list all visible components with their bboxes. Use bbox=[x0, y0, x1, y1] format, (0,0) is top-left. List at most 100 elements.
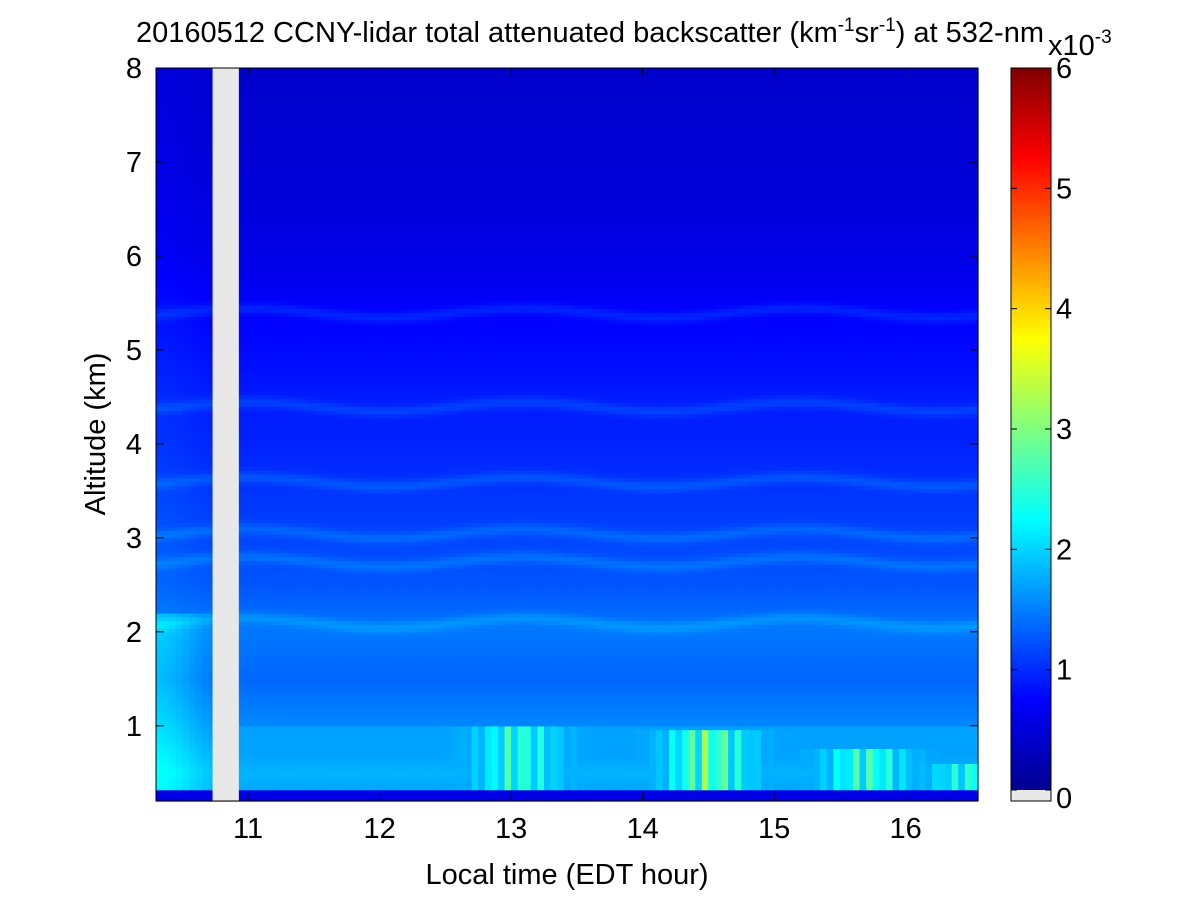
heatmap-cell bbox=[248, 169, 256, 174]
heatmap-cell bbox=[202, 124, 210, 129]
heatmap-cell bbox=[287, 556, 295, 562]
heatmap-cell bbox=[287, 470, 295, 475]
heatmap-cell bbox=[156, 534, 164, 539]
heatmap-cell bbox=[169, 485, 177, 490]
heatmap-cell bbox=[241, 233, 249, 238]
heatmap-cell bbox=[287, 71, 295, 77]
heatmap-cell bbox=[300, 534, 308, 539]
heatmap-cell bbox=[287, 485, 295, 490]
heatmap-cell bbox=[162, 586, 170, 592]
heatmap-cell bbox=[156, 714, 164, 719]
heatmap-cell bbox=[261, 101, 269, 107]
heatmap-cell bbox=[182, 613, 190, 618]
heatmap-cell bbox=[261, 537, 269, 543]
heatmap-cell bbox=[175, 248, 183, 253]
heatmap-cell bbox=[169, 207, 177, 212]
heatmap-cell bbox=[188, 545, 197, 550]
heatmap-cell bbox=[254, 492, 262, 498]
heatmap-cell bbox=[300, 759, 308, 765]
heatmap-cell bbox=[188, 71, 197, 77]
heatmap-cell bbox=[274, 207, 282, 212]
heatmap-cell bbox=[300, 192, 308, 197]
heatmap-cell bbox=[208, 616, 216, 622]
heatmap-cell bbox=[156, 560, 164, 565]
heatmap-cell bbox=[241, 680, 249, 686]
heatmap-cell bbox=[294, 263, 302, 268]
heatmap-cell bbox=[307, 225, 315, 231]
heatmap-cell bbox=[261, 586, 269, 592]
heatmap-cell bbox=[307, 680, 315, 686]
heatmap-cell bbox=[274, 714, 282, 719]
heatmap-cell bbox=[261, 522, 269, 528]
heatmap-cell bbox=[202, 500, 210, 505]
heatmap-cell bbox=[202, 782, 210, 787]
heatmap-cell bbox=[294, 327, 302, 332]
heatmap-cell bbox=[294, 169, 302, 174]
heatmap-cell bbox=[300, 616, 308, 622]
heatmap-cell bbox=[267, 327, 275, 332]
heatmap-cell bbox=[287, 387, 295, 392]
heatmap-cell bbox=[300, 507, 308, 513]
heatmap-cell bbox=[248, 560, 256, 565]
heatmap-cell bbox=[280, 684, 289, 689]
heatmap-cell bbox=[156, 635, 164, 640]
heatmap-cell bbox=[169, 564, 177, 569]
heatmap-cell bbox=[202, 128, 210, 133]
heatmap-cell bbox=[169, 304, 177, 310]
heatmap-cell bbox=[202, 146, 210, 152]
heatmap-cell bbox=[287, 654, 295, 659]
heatmap-cell bbox=[267, 774, 275, 780]
heatmap-cell bbox=[287, 714, 295, 719]
heatmap-cell bbox=[169, 676, 177, 682]
heatmap-cell bbox=[182, 308, 190, 313]
heatmap-cell bbox=[169, 240, 177, 246]
heatmap-cell bbox=[313, 349, 321, 355]
heatmap-cell bbox=[208, 432, 216, 437]
heatmap-cell bbox=[241, 767, 249, 772]
heatmap-cell bbox=[169, 691, 177, 697]
heatmap-cell bbox=[287, 177, 295, 182]
heatmap-cell bbox=[280, 560, 289, 565]
heatmap-cell bbox=[156, 244, 164, 250]
heatmap-cell bbox=[248, 545, 256, 550]
heatmap-cell bbox=[294, 489, 302, 494]
heatmap-cell bbox=[300, 620, 308, 625]
heatmap-cell bbox=[162, 177, 170, 182]
heatmap-cell bbox=[280, 237, 289, 242]
heatmap-cell bbox=[175, 669, 183, 674]
heatmap-cell bbox=[313, 391, 321, 396]
heatmap-cell bbox=[162, 793, 170, 798]
heatmap-cell bbox=[208, 90, 216, 95]
heatmap-cell bbox=[208, 635, 216, 640]
heatmap-cell bbox=[175, 308, 183, 313]
heatmap-cell bbox=[175, 661, 183, 667]
heatmap-cell bbox=[313, 425, 321, 430]
heatmap-cell bbox=[188, 391, 197, 396]
heatmap-cell bbox=[175, 237, 183, 242]
heatmap-cell bbox=[162, 398, 170, 404]
heatmap-cell bbox=[261, 304, 269, 310]
heatmap-cell bbox=[208, 293, 216, 298]
heatmap-cell bbox=[175, 372, 183, 377]
heatmap-cell bbox=[307, 338, 315, 344]
heatmap-cell bbox=[241, 470, 249, 475]
heatmap-cell bbox=[208, 184, 216, 189]
heatmap-cell bbox=[202, 173, 210, 178]
heatmap-cell bbox=[162, 267, 170, 272]
heatmap-cell bbox=[195, 195, 203, 201]
heatmap-cell bbox=[188, 364, 197, 370]
heatmap-cell bbox=[175, 594, 183, 599]
heatmap-cell bbox=[182, 364, 190, 370]
heatmap-cell bbox=[208, 579, 216, 584]
heatmap-cell bbox=[175, 789, 183, 795]
heatmap-cell bbox=[188, 222, 197, 227]
heatmap-cell bbox=[274, 105, 282, 110]
heatmap-cell bbox=[248, 752, 256, 757]
heatmap-cell bbox=[300, 485, 308, 490]
heatmap-cell bbox=[267, 436, 275, 441]
heatmap-cell bbox=[294, 605, 302, 610]
heatmap-cell bbox=[202, 116, 210, 122]
heatmap-cell bbox=[208, 556, 216, 562]
heatmap-cell bbox=[300, 68, 308, 73]
heatmap-cell bbox=[208, 425, 216, 430]
